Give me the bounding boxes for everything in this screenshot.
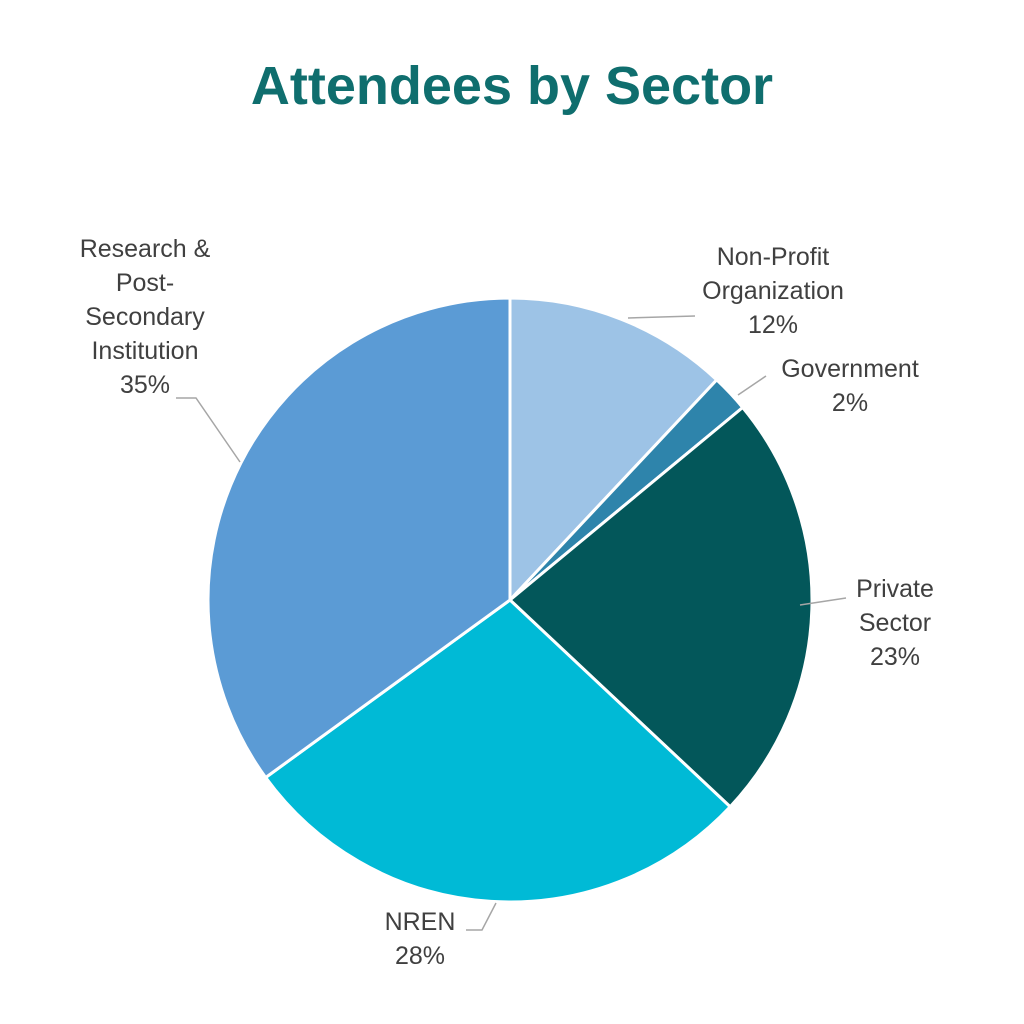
value-label: 35% [119, 371, 171, 399]
category-label: NREN [384, 908, 456, 936]
leader-line [466, 902, 497, 931]
value-label: 23% [869, 643, 921, 671]
slice-label: Non-Profit Organization 12% [688, 240, 858, 342]
slice-label: Government 2% [760, 352, 940, 420]
leader-line [627, 315, 696, 319]
slice-label: NREN 28% [360, 905, 480, 973]
pie-slice [508, 296, 719, 604]
category-label: Private Sector [856, 575, 934, 637]
category-label: Research & Post-Secondary Institution [79, 235, 211, 365]
pie-slice [507, 405, 814, 809]
value-label: 28% [394, 942, 446, 970]
chart-title: Attendees by Sector [250, 56, 774, 116]
leader-line [799, 597, 847, 606]
slice-label: Private Sector 23% [840, 572, 950, 674]
pie-slice [263, 598, 733, 904]
slice-label: Research & Post-Secondary Institution 35% [70, 232, 220, 402]
category-label: Government [781, 355, 919, 383]
leader-line [737, 375, 767, 396]
value-label: 12% [747, 311, 799, 339]
leader-line [176, 397, 241, 463]
pie-slice [206, 296, 512, 780]
value-label: 2% [831, 389, 869, 417]
category-label: Non-Profit Organization [702, 243, 844, 305]
